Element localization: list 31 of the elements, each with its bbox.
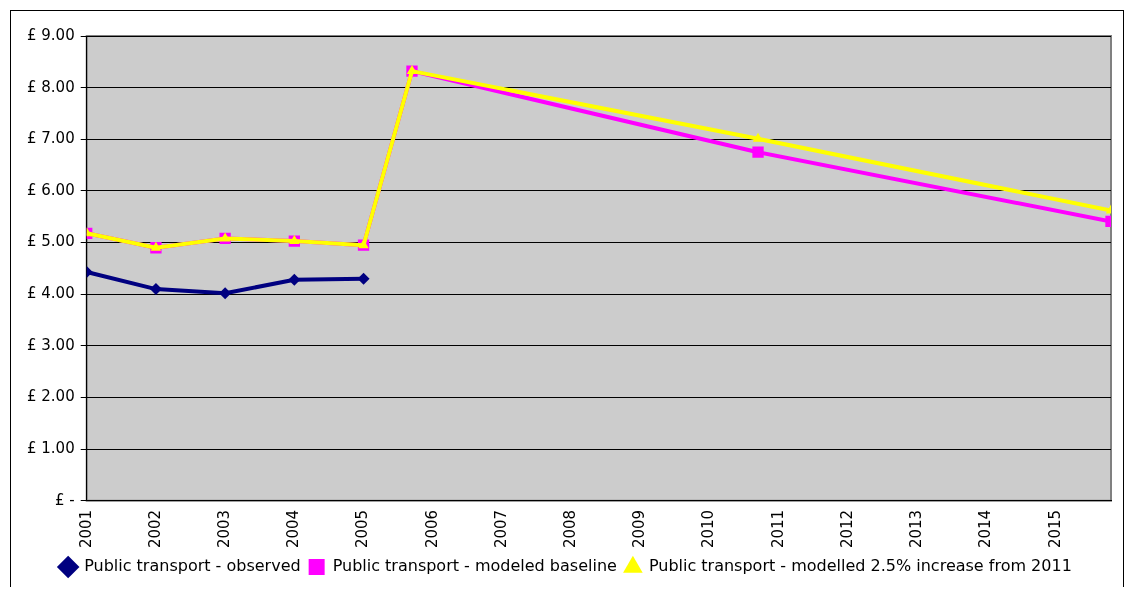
- x-tick-label: 2010: [699, 509, 718, 549]
- y-tick-label: £ 7.00: [26, 129, 75, 148]
- x-tick-label: 2013: [907, 509, 926, 549]
- y-tick-label: £ 3.00: [26, 335, 75, 354]
- x-tick-label: 2015: [1045, 509, 1064, 549]
- x-tick-label: 2002: [145, 509, 164, 549]
- y-tick-label: £ 1.00: [26, 439, 75, 458]
- x-tick-label: 2014: [976, 509, 995, 549]
- x-tick-label: 2004: [284, 509, 303, 549]
- x-tick-label: 2008: [561, 509, 580, 549]
- point: [149, 283, 162, 296]
- y-tick-label: £ -: [54, 490, 75, 509]
- legend-label: Public transport - observed: [84, 556, 301, 576]
- y-tick-label: £ 9.00: [26, 25, 75, 44]
- y-tick-label: £ 4.00: [26, 284, 75, 303]
- legend-label: Public transport - modeled baseline: [332, 556, 617, 576]
- point: [752, 132, 764, 142]
- x-tick-label: 2003: [215, 509, 234, 549]
- x-tick-label: 2012: [837, 509, 856, 549]
- y-tick-label: £ 5.00: [26, 232, 75, 251]
- point: [752, 146, 764, 158]
- x-tick-label: 2007: [491, 509, 510, 549]
- x-tick-label: 2011: [768, 509, 787, 549]
- y-tick-label: £ 2.00: [26, 387, 75, 406]
- x-tick-label: 2001: [76, 509, 95, 549]
- y-tick-label: £ 8.00: [26, 77, 75, 96]
- x-tick-label: 2005: [353, 509, 372, 549]
- legend-label: Public transport - modelled 2.5% increase from 2011: [648, 556, 1072, 576]
- x-tick-label: 2009: [630, 509, 649, 549]
- x-tick-label: 2006: [422, 509, 441, 549]
- y-tick-label: £ 6.00: [26, 180, 75, 199]
